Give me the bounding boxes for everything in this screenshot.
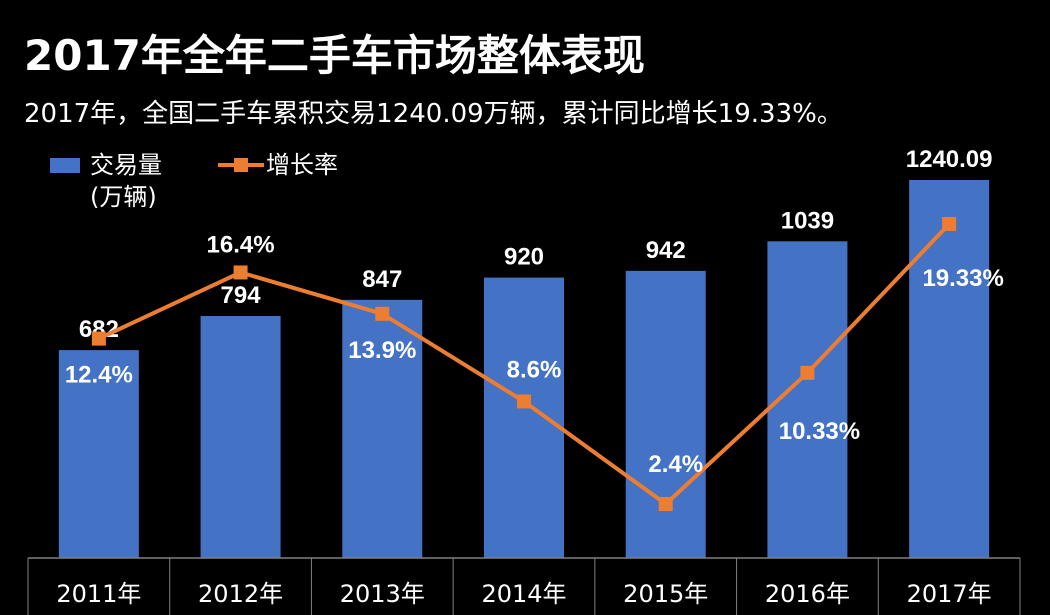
legend-line-swatch [218, 158, 264, 172]
bar-6 [909, 180, 990, 558]
growth-marker-3 [517, 394, 531, 409]
bar-1 [200, 315, 281, 558]
growth-marker-6 [942, 217, 957, 231]
x-tick-label-3: 2014年 [481, 580, 566, 608]
legend-bar-swatch [50, 158, 80, 173]
legend-volume-label: 交易量 [90, 151, 162, 179]
growth-value-label-6: 19.33% [922, 265, 1003, 292]
x-tick-label-5: 2016年 [765, 580, 850, 608]
growth-marker-4 [658, 497, 673, 511]
bar-value-label-1: 794 [221, 282, 262, 309]
growth-marker-1 [233, 265, 248, 280]
bar-value-label-5: 1039 [781, 207, 834, 234]
bar-0 [58, 350, 139, 558]
x-tick-label-4: 2015年 [623, 580, 708, 608]
legend-growth-label: 增长率 [266, 151, 338, 179]
growth-value-label-4: 2.4% [648, 451, 703, 478]
growth-marker-0 [91, 331, 106, 346]
legend-volume-unit: (万辆) [90, 183, 157, 211]
bar-value-label-3: 920 [504, 244, 544, 271]
growth-value-label-0: 12.4% [65, 362, 133, 389]
growth-value-label-1: 16.4% [207, 231, 275, 258]
growth-marker-2 [375, 306, 390, 321]
x-tick-label-1: 2012年 [198, 580, 283, 608]
growth-value-label-2: 13.9% [348, 337, 416, 364]
growth-value-label-5: 10.33% [779, 418, 860, 445]
bar-value-label-6: 1240.09 [906, 146, 993, 173]
x-tick-label-0: 2011年 [56, 580, 141, 608]
bar-3 [484, 277, 564, 558]
growth-marker-5 [800, 365, 815, 380]
chart-title: 2017年全年二手车市场整体表现 [24, 31, 645, 80]
chart-subtitle: 2017年，全国二手车累积交易1240.09万辆，累计同比增长19.33%。 [24, 99, 843, 129]
bar-2 [342, 299, 423, 558]
bar-value-label-2: 847 [362, 266, 402, 293]
bar-value-label-4: 942 [646, 237, 686, 264]
growth-value-label-3: 8.6% [507, 356, 562, 383]
x-tick-label-6: 2017年 [907, 580, 992, 608]
bar-4 [625, 270, 706, 558]
x-tick-label-2: 2013年 [340, 580, 425, 608]
